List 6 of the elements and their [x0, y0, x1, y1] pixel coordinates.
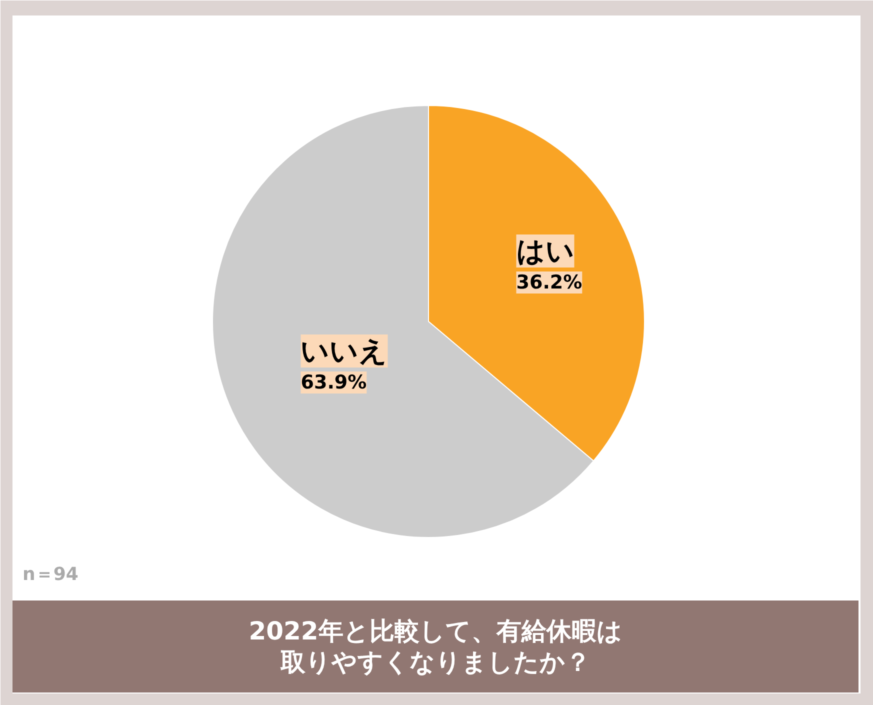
slice-label: はい — [516, 234, 574, 268]
text: n＝94 — [22, 564, 78, 585]
text: 2022年と比較して、有給休暇は取りやすくなりましたか？ — [248, 616, 622, 676]
data-label: 63.9% — [300, 372, 367, 394]
data-label: 36.2% — [516, 271, 582, 294]
slice-label: いいえ — [300, 334, 388, 368]
